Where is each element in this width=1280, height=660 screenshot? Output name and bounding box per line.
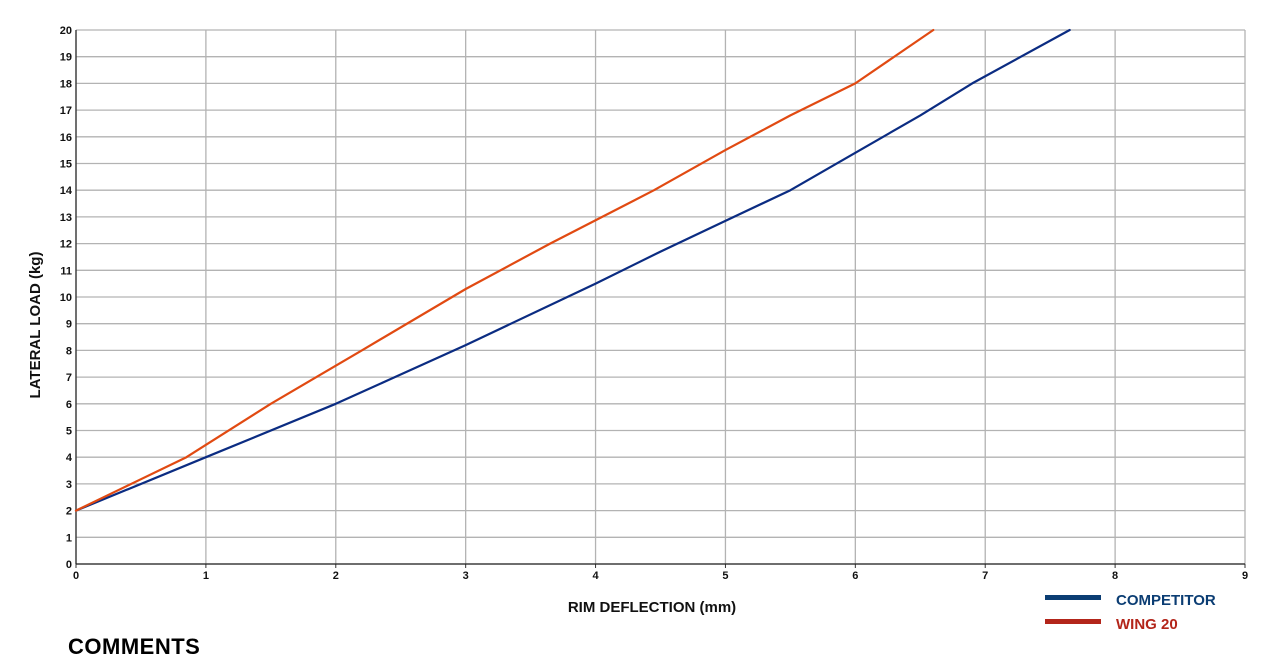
y-tick-label: 6 [66, 399, 72, 411]
y-tick-label: 15 [60, 159, 72, 171]
series-line-competitor [74, 28, 1071, 512]
x-tick-label: 5 [722, 570, 728, 582]
y-tick-label: 7 [66, 372, 72, 384]
series-lines [74, 28, 1071, 512]
y-tick-label: 5 [66, 426, 72, 438]
x-tick-label: 3 [463, 570, 469, 582]
x-tick-label: 2 [333, 570, 339, 582]
x-tick-label: 8 [1112, 570, 1118, 582]
x-tick-label: 9 [1242, 570, 1248, 582]
y-tick-label: 14 [60, 185, 73, 197]
y-tick-label: 9 [66, 319, 72, 331]
legend-label-wing-20: WING 20 [1116, 616, 1178, 633]
comments-heading: COMMENTS [68, 634, 201, 659]
legend: COMPETITOR WING 20 [1045, 592, 1216, 633]
legend-swatch-wing-20 [1045, 619, 1101, 624]
y-tick-label: 2 [66, 506, 72, 518]
x-axis-label: RIM DEFLECTION (mm) [568, 599, 736, 616]
y-tick-label: 13 [60, 212, 72, 224]
axes [75, 30, 1246, 568]
y-axis-label: LATERAL LOAD (kg) [27, 252, 44, 399]
y-tick-label: 19 [60, 52, 72, 64]
x-tick-label: 7 [982, 570, 988, 582]
series-line-wing-20 [74, 28, 935, 512]
x-tick-label: 4 [592, 570, 599, 582]
legend-swatch-competitor [1045, 595, 1101, 600]
y-tick-label: 18 [60, 78, 72, 90]
grid [75, 29, 1246, 565]
y-tick-label: 3 [66, 479, 72, 491]
y-tick-label: 20 [60, 25, 72, 37]
y-tick-label: 1 [66, 532, 72, 544]
x-tick-label: 6 [852, 570, 858, 582]
x-tick-label: 0 [73, 570, 79, 582]
y-tick-label: 12 [60, 239, 72, 251]
x-tick-label: 1 [203, 570, 209, 582]
y-tick-label: 0 [66, 559, 72, 571]
y-tick-label: 16 [60, 132, 72, 144]
y-tick-label: 8 [66, 345, 72, 357]
y-tick-label: 11 [60, 265, 72, 277]
legend-label-competitor: COMPETITOR [1116, 592, 1216, 609]
y-tick-label: 4 [66, 452, 73, 464]
y-tick-label: 17 [60, 105, 72, 117]
y-tick-label: 10 [60, 292, 72, 304]
